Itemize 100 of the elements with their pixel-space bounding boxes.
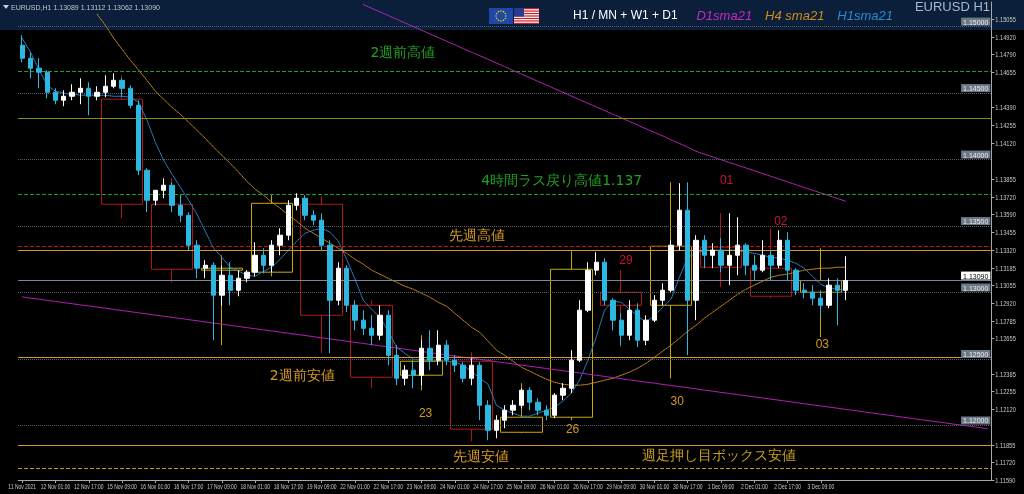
annotation: 23	[418, 406, 433, 420]
candlestick	[128, 84, 133, 109]
candlestick	[78, 77, 83, 105]
candlestick	[802, 282, 807, 299]
candlestick	[510, 399, 516, 416]
candlestick	[818, 289, 823, 316]
candlestick	[610, 297, 616, 331]
candlestick	[286, 199, 291, 241]
candlestick	[169, 181, 175, 213]
candlestick	[386, 309, 391, 366]
candlestick	[45, 69, 50, 99]
candlestick	[718, 237, 724, 273]
candlestick	[619, 312, 624, 346]
candlestick	[643, 314, 649, 346]
candlestick	[436, 329, 441, 366]
text: H4 sma21	[765, 8, 825, 23]
candlestick	[20, 34, 25, 63]
candlestick	[411, 359, 416, 389]
candlestick	[277, 227, 283, 256]
candlestick	[361, 309, 366, 336]
candlestick	[86, 81, 91, 116]
candlestick	[752, 254, 757, 281]
candlestick	[519, 387, 524, 409]
candlestick	[777, 229, 782, 269]
candlestick	[302, 194, 308, 221]
candlestick	[793, 267, 799, 296]
candlestick	[252, 241, 258, 277]
candlestick	[111, 72, 116, 89]
candlestick	[394, 344, 399, 386]
candlestick	[810, 284, 815, 306]
candlestick	[668, 239, 674, 293]
candlestick	[203, 259, 208, 279]
candlestick	[450, 351, 493, 442]
text: D1sma21	[696, 8, 753, 23]
candlestick	[577, 299, 582, 363]
candlestick	[743, 242, 749, 276]
candlestick	[28, 51, 33, 79]
candlestick	[228, 261, 233, 306]
candlestick	[444, 339, 449, 366]
candlestick	[460, 361, 466, 383]
ref-line-label: 4時間ラス戻り高値1.137	[481, 172, 643, 189]
candlestick	[602, 257, 607, 306]
candlestick	[485, 399, 491, 441]
candlestick	[560, 382, 566, 401]
candlestick	[419, 339, 424, 386]
candlestick	[103, 74, 108, 98]
candlestick	[452, 354, 457, 373]
candlestick	[785, 231, 790, 281]
candlestick	[735, 216, 740, 276]
candlestick	[336, 261, 341, 306]
candlestick	[236, 269, 241, 297]
candlestick	[269, 239, 274, 273]
candlestick	[319, 212, 324, 251]
annotation: 02	[774, 214, 788, 228]
candlestick	[693, 234, 699, 321]
candlestick	[502, 404, 507, 429]
candlestick	[594, 251, 599, 276]
annotation: 26	[565, 422, 580, 436]
candlestick	[294, 192, 299, 211]
candlestick	[144, 167, 150, 213]
candlestick	[427, 329, 433, 371]
candlestick	[843, 255, 848, 301]
annotation: 29	[619, 253, 633, 267]
candlestick	[826, 277, 832, 309]
candlestick	[569, 349, 574, 394]
candlestick	[352, 299, 358, 331]
candlestick	[119, 77, 125, 97]
candlestick	[136, 99, 141, 176]
candlestick	[402, 364, 408, 386]
candlestick	[211, 261, 216, 341]
candlestick	[244, 269, 250, 283]
candlestick	[477, 361, 482, 421]
candlestick	[677, 182, 682, 251]
candlestick	[219, 264, 225, 306]
candlestick	[469, 357, 474, 386]
candlestick	[652, 294, 657, 323]
candlestick	[585, 261, 591, 313]
candlestick	[178, 194, 183, 223]
candlestick	[261, 247, 266, 274]
candlestick	[660, 282, 665, 306]
candlestick	[161, 177, 166, 199]
candlestick	[710, 242, 715, 269]
text: H1sma21	[837, 8, 893, 23]
text: H1 / MN + W1 + D1	[573, 8, 679, 22]
candlestick	[36, 57, 42, 89]
candlestick	[327, 239, 333, 354]
candlestick	[153, 189, 158, 206]
annotation: 01	[719, 173, 734, 187]
candlestick	[377, 304, 383, 341]
candlestick	[527, 386, 532, 411]
candlestick	[494, 414, 499, 439]
candlestick	[768, 249, 774, 281]
candlestick	[311, 209, 316, 226]
candlestick	[186, 211, 191, 251]
annotation: 30	[670, 394, 685, 408]
candlestick	[544, 404, 549, 421]
candlestick	[552, 392, 557, 419]
annotation: 03	[815, 337, 830, 351]
candlestick	[635, 302, 640, 348]
candlestick	[369, 314, 374, 346]
